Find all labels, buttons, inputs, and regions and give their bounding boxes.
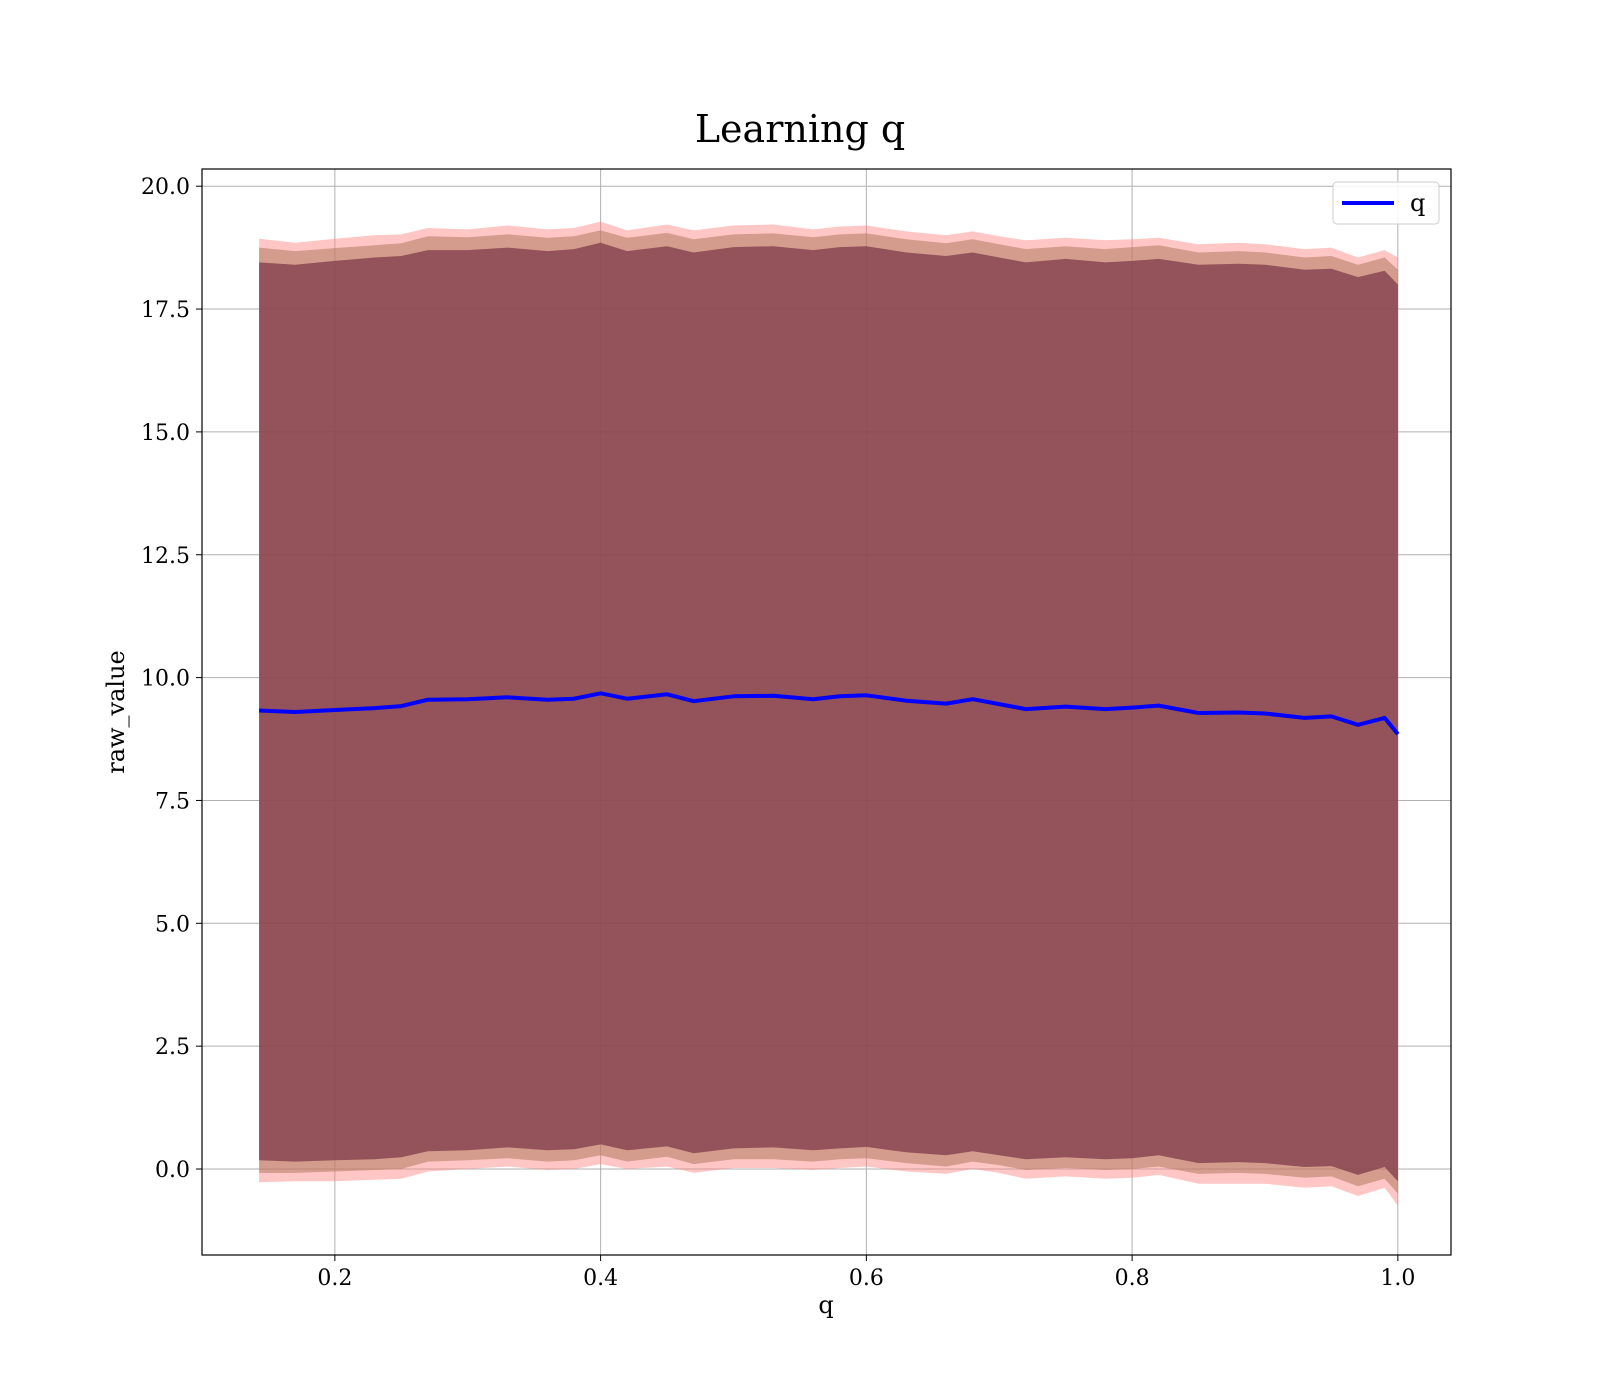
legend: q — [1332, 181, 1440, 225]
confidence-bands — [259, 221, 1398, 1206]
y-tick-label-3: 7.5 — [155, 789, 190, 814]
x-axis-ticks: 0.2 0.4 0.6 0.8 1.0 — [317, 1255, 1415, 1291]
x-axis-label: q — [818, 1291, 833, 1319]
legend-label-q: q — [1410, 189, 1425, 217]
plot-frame — [201, 168, 1452, 1256]
x-tick-label-1: 0.4 — [583, 1266, 618, 1291]
y-tick-label-1: 2.5 — [155, 1035, 190, 1060]
x-tick-label-2: 0.6 — [849, 1266, 884, 1291]
y-tick-label-0: 0.0 — [155, 1158, 190, 1183]
y-tick-label-4: 10.0 — [141, 667, 190, 692]
y-tick-label-2: 5.0 — [155, 912, 190, 937]
series-lines — [259, 691, 1400, 736]
x-tick-label-0: 0.2 — [317, 1266, 352, 1291]
series-line-q — [259, 691, 1400, 736]
confidence-band-2 — [259, 242, 1398, 1182]
y-axis-ticks: 0.0 2.5 5.0 7.5 10.0 12.5 15.0 17.5 20.0 — [141, 175, 202, 1183]
y-tick-label-7: 17.5 — [141, 298, 190, 323]
y-axis-label: raw_value — [102, 650, 130, 774]
y-tick-label-5: 12.5 — [141, 544, 190, 569]
x-tick-label-4: 1.0 — [1380, 1266, 1415, 1291]
y-tick-label-6: 15.0 — [141, 421, 190, 446]
chart-title: Learning q — [695, 107, 905, 151]
x-tick-label-3: 0.8 — [1115, 1266, 1150, 1291]
y-tick-label-8: 20.0 — [141, 175, 190, 200]
